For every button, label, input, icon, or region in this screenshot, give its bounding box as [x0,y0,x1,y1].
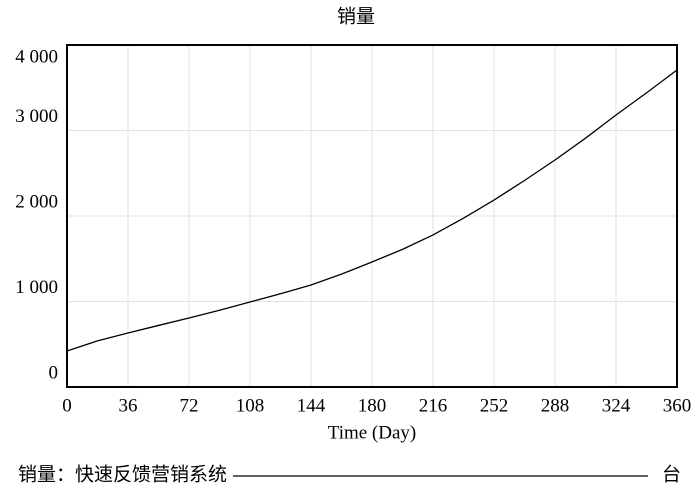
x-tick-label: 0 [62,395,72,416]
x-tick-label: 360 [663,395,692,416]
chart-title: 销量 [337,5,375,27]
plot-frame [66,44,678,388]
x-axis-label: Time (Day) [328,422,417,443]
line-series [66,69,678,352]
y-tick-label: 2 000 [15,191,58,212]
x-tick-label: 252 [480,395,509,416]
y-tick-label: 4 000 [15,46,58,67]
legend-unit: 台 [662,463,681,485]
y-tick-label: 3 000 [15,106,58,127]
x-tick-label: 108 [236,395,265,416]
legend-label: 销量：快速反馈营销系统 [18,463,227,485]
x-tick-label: 324 [602,395,631,416]
x-tick-label: 144 [297,395,326,416]
x-tick-label: 36 [119,395,138,416]
x-tick-label: 216 [419,395,448,416]
x-tick-label: 72 [180,395,199,416]
x-tick-label: 180 [358,395,387,416]
y-tick-label: 1 000 [15,277,58,298]
x-tick-label: 288 [541,395,570,416]
y-tick-label: 0 [49,362,59,383]
